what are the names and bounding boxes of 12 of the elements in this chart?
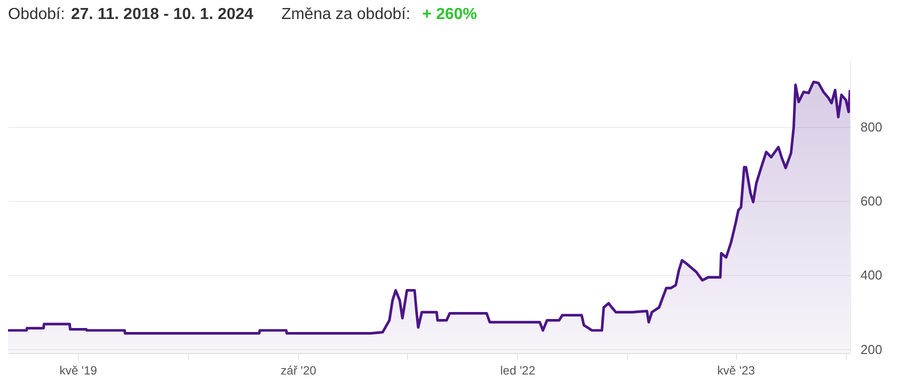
y-tick-label: 400 xyxy=(860,268,882,283)
text: + 260% xyxy=(422,6,477,23)
x-tick-label: kvě '23 xyxy=(717,364,756,378)
y-tick-label: 200 xyxy=(860,342,882,357)
x-tick-label: zář '20 xyxy=(280,364,317,378)
x-tick-label: kvě '19 xyxy=(59,364,98,378)
y-tick-label: 600 xyxy=(860,193,882,208)
text: Změna za období: xyxy=(281,6,410,23)
x-tick-label: led '22 xyxy=(500,364,536,378)
y-tick-label: 800 xyxy=(860,119,882,134)
text: 27. 11. 2018 - 10. 1. 2024 xyxy=(70,6,254,23)
text: Období: xyxy=(8,6,65,23)
